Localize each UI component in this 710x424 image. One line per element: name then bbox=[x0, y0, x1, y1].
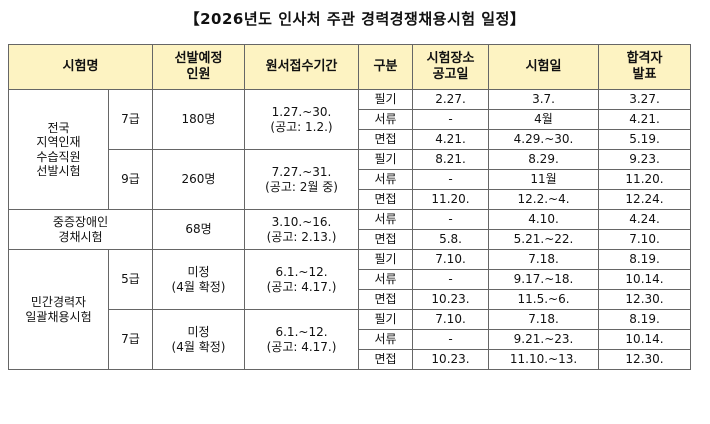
result-cell: 12.30. bbox=[598, 349, 692, 370]
exam-schedule-table: 시험명 선발예정 인원 원서접수기간 구분 시험장소 공고일 시험일 합격자 발… bbox=[7, 44, 692, 370]
venue-cell: 5.8. bbox=[412, 229, 490, 250]
page-title: 【2026년도 인사처 주관 경력경쟁채용시험 일정】 bbox=[184, 10, 526, 28]
count-cell: 260명 bbox=[152, 149, 246, 210]
category-cell: 필기 bbox=[358, 89, 414, 110]
result-cell: 5.19. bbox=[598, 129, 692, 150]
count-cell: 68명 bbox=[152, 209, 246, 250]
header-application-period: 원서접수기간 bbox=[244, 44, 360, 90]
result-cell: 8.19. bbox=[598, 309, 692, 330]
table-row: 서류 - 9.21.~23. 10.14. bbox=[9, 329, 692, 350]
table-row: 민간경력자 일괄채용시험 5급 미정 (4월 확정) 6.1.~12. (공고:… bbox=[8, 249, 692, 370]
venue-cell: - bbox=[412, 329, 490, 350]
grade-cell: 7급 bbox=[107, 89, 154, 150]
exam-cell: 7.18. bbox=[488, 309, 600, 330]
venue-cell: 10.23. bbox=[412, 289, 490, 310]
venue-cell: - bbox=[412, 269, 490, 290]
result-cell: 4.21. bbox=[598, 109, 692, 130]
category-cell: 필기 bbox=[358, 309, 414, 330]
count-cell: 180명 bbox=[152, 89, 246, 150]
category-cell: 서류 bbox=[358, 329, 414, 350]
category-cell: 면접 bbox=[358, 229, 414, 250]
table-row: 7급 미정 (4월 확정) 6.1.~12. (공고: 4.17.) 필기 7.… bbox=[9, 309, 692, 370]
exam-cell: 11월 bbox=[488, 169, 600, 190]
exam-cell: 11.10.~13. bbox=[488, 349, 600, 370]
period-cell: 3.10.~16. (공고: 2.13.) bbox=[244, 209, 360, 250]
exam-cell: 7.18. bbox=[488, 249, 600, 270]
exam-cell: 4.10. bbox=[488, 209, 600, 230]
header-row: 시험명 선발예정 인원 원서접수기간 구분 시험장소 공고일 시험일 합격자 발… bbox=[7, 44, 692, 90]
venue-cell: 7.10. bbox=[412, 249, 490, 270]
result-cell: 12.24. bbox=[598, 189, 692, 210]
exam-cell: 5.21.~22. bbox=[488, 229, 600, 250]
category-cell: 필기 bbox=[358, 149, 414, 170]
category-cell: 면접 bbox=[358, 129, 414, 150]
exam-cell: 4월 bbox=[488, 109, 600, 130]
category-cell: 서류 bbox=[358, 169, 414, 190]
header-result: 합격자 발표 bbox=[598, 44, 692, 90]
count-cell: 미정 (4월 확정) bbox=[152, 309, 246, 370]
category-cell: 면접 bbox=[358, 189, 414, 210]
result-cell: 10.14. bbox=[598, 329, 692, 350]
group-local: 전국 지역인재 수습직원 선발시험 bbox=[8, 89, 109, 210]
period-cell: 6.1.~12. (공고: 4.17.) bbox=[244, 309, 360, 370]
venue-cell: 7.10. bbox=[412, 309, 490, 330]
exam-cell: 8.29. bbox=[488, 149, 600, 170]
header-selection: 선발예정 인원 bbox=[152, 44, 246, 90]
table-row: 면접 11.20. 12.2.~4. 12.24. bbox=[9, 189, 692, 210]
table-row: 면접 10.23. 11.10.~13. 12.30. bbox=[9, 349, 692, 370]
period-cell: 6.1.~12. (공고: 4.17.) bbox=[244, 249, 360, 310]
count-cell: 미정 (4월 확정) bbox=[152, 249, 246, 310]
category-cell: 서류 bbox=[358, 269, 414, 290]
table-row: 서류 - 9.17.~18. 10.14. bbox=[9, 269, 692, 290]
venue-cell: - bbox=[412, 209, 490, 230]
result-cell: 4.24. bbox=[598, 209, 692, 230]
exam-cell: 4.29.~30. bbox=[488, 129, 600, 150]
table-row: 9급 260명 7.27.~31. (공고: 2월 중) 필기 8.21. 8.… bbox=[9, 149, 692, 210]
category-cell: 면접 bbox=[358, 289, 414, 310]
header-category: 구분 bbox=[358, 44, 414, 90]
table-row: 면접 5.8. 5.21.~22. 7.10. bbox=[9, 229, 692, 250]
venue-cell: 2.27. bbox=[412, 89, 490, 110]
venue-cell: 8.21. bbox=[412, 149, 490, 170]
period-cell: 7.27.~31. (공고: 2월 중) bbox=[244, 149, 360, 210]
exam-cell: 9.21.~23. bbox=[488, 329, 600, 350]
group-private: 민간경력자 일괄채용시험 bbox=[8, 249, 109, 370]
table-row: 면접 10.23. 11.5.~6. 12.30. bbox=[9, 289, 692, 310]
exam-cell: 3.7. bbox=[488, 89, 600, 110]
grade-cell: 9급 bbox=[107, 149, 154, 210]
result-cell: 8.19. bbox=[598, 249, 692, 270]
header-venue-notice: 시험장소 공고일 bbox=[412, 44, 490, 90]
result-cell: 10.14. bbox=[598, 269, 692, 290]
category-cell: 면접 bbox=[358, 349, 414, 370]
exam-cell: 11.5.~6. bbox=[488, 289, 600, 310]
grade-cell: 5급 bbox=[107, 249, 154, 310]
venue-cell: 4.21. bbox=[412, 129, 490, 150]
result-cell: 11.20. bbox=[598, 169, 692, 190]
category-cell: 서류 bbox=[358, 109, 414, 130]
table-row: 중증장애인 경채시험 68명 3.10.~16. (공고: 2.13.) 서류 … bbox=[7, 209, 692, 250]
venue-cell: - bbox=[412, 169, 490, 190]
result-cell: 3.27. bbox=[598, 89, 692, 110]
category-cell: 필기 bbox=[358, 249, 414, 270]
venue-cell: 11.20. bbox=[412, 189, 490, 210]
category-cell: 서류 bbox=[358, 209, 414, 230]
result-cell: 12.30. bbox=[598, 289, 692, 310]
grade-cell: 7급 bbox=[107, 309, 154, 370]
header-exam-name: 시험명 bbox=[7, 44, 154, 90]
venue-cell: 10.23. bbox=[412, 349, 490, 370]
result-cell: 9.23. bbox=[598, 149, 692, 170]
group-disabled: 중증장애인 경채시험 bbox=[7, 209, 154, 250]
exam-cell: 9.17.~18. bbox=[488, 269, 600, 290]
result-cell: 7.10. bbox=[598, 229, 692, 250]
table-row: 전국 지역인재 수습직원 선발시험 7급 180명 1.27.~30. (공고:… bbox=[8, 89, 692, 210]
header-exam-date: 시험일 bbox=[488, 44, 600, 90]
period-cell: 1.27.~30. (공고: 1.2.) bbox=[244, 89, 360, 150]
exam-cell: 12.2.~4. bbox=[488, 189, 600, 210]
venue-cell: - bbox=[412, 109, 490, 130]
